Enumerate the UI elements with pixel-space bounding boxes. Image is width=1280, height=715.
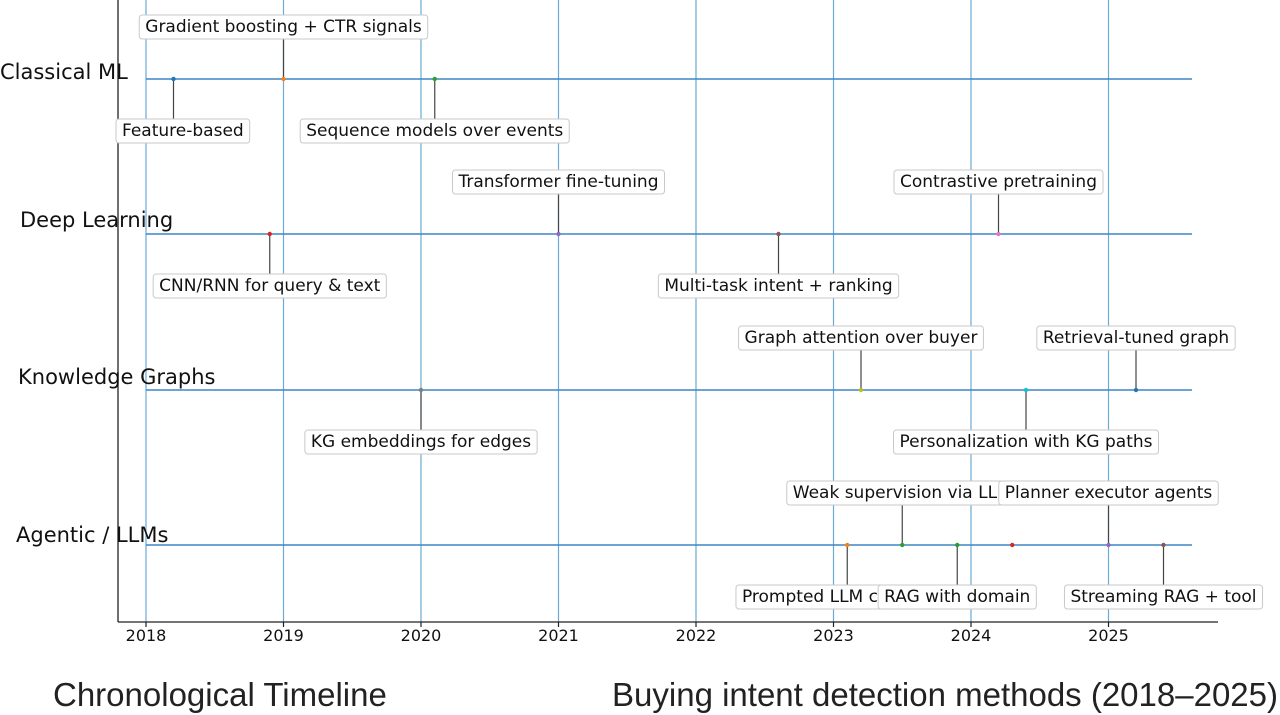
event-12: Weak supervision via LLM (786, 480, 1019, 548)
event-label-box-10 (1036, 325, 1236, 351)
event-1: Gradient boosting + CTR signals (138, 14, 429, 82)
event-marker-12 (900, 542, 905, 548)
event-marker-0 (171, 76, 176, 82)
event-3: CNN/RNN for query & text (152, 231, 387, 299)
event-label-8: Graph attention over buyer (745, 328, 978, 348)
event-8: Graph attention over buyer (738, 325, 984, 393)
event-marker-10 (1133, 387, 1139, 393)
event-label-box-1 (138, 14, 429, 40)
lane-lines (146, 78, 1192, 546)
event-label-box-3 (152, 273, 387, 299)
event-label-4: Transformer fine-tuning (458, 172, 659, 192)
x-tick-label-2022: 2022 (676, 626, 717, 645)
event-label-box-5 (657, 273, 900, 299)
event-marker-9 (1023, 387, 1029, 393)
lane-label-1: Deep Learning (20, 208, 173, 232)
event-13: RAG with domain (877, 542, 1037, 610)
event-label-16: Streaming RAG + tool (1070, 587, 1256, 607)
event-label-13: RAG with domain (884, 587, 1030, 607)
event-label-box-0 (115, 118, 251, 144)
event-14 (1010, 542, 1015, 548)
event-marker-5 (776, 231, 781, 237)
event-marker-11 (845, 542, 850, 548)
event-label-0: Feature-based (122, 121, 244, 141)
event-label-12: Weak supervision via LLM (793, 483, 1012, 503)
events: Feature-based Gradient boosting + CTR sig… (115, 14, 1264, 610)
event-label-1: Gradient boosting + CTR signals (145, 17, 422, 37)
grid-lines (145, 0, 1110, 622)
event-marker-4 (556, 231, 561, 237)
lane-label-3: Agentic / LLMs (16, 523, 168, 547)
x-tick-label-2025: 2025 (1088, 626, 1129, 645)
caption-left: Chronological Timeline (53, 676, 387, 713)
event-2: Sequence models over events (299, 76, 570, 144)
event-marker-7 (418, 387, 424, 393)
event-label-3: CNN/RNN for query & text (159, 276, 380, 296)
event-label-6: Contrastive pretraining (900, 172, 1097, 192)
event-label-box-9 (893, 429, 1159, 455)
event-label-9: Personalization with KG paths (900, 432, 1153, 452)
event-label-box-15 (998, 480, 1219, 506)
x-tick-label-2021: 2021 (538, 626, 579, 645)
event-marker-16 (1161, 542, 1166, 548)
event-label-box-16 (1063, 584, 1264, 610)
event-marker-3 (267, 231, 272, 237)
event-10: Retrieval-tuned graph (1036, 325, 1236, 393)
caption-right: Buying intent detection methods (2018–20… (612, 676, 1278, 713)
event-label-15: Planner executor agents (1005, 483, 1213, 503)
lane-labels: Classical ML Deep Learning Knowledge Graph… (0, 60, 215, 547)
event-9: Personalization with KG paths (893, 387, 1159, 455)
event-label-box-13 (877, 584, 1037, 610)
event-marker-15 (1106, 542, 1111, 548)
event-5: Multi-task intent + ranking (657, 231, 900, 299)
event-7: KG embeddings for edges (304, 387, 538, 455)
x-tick-labels: 2018 2019 2020 2021 2022 2023 2024 2025 (126, 626, 1129, 645)
event-label-box-7 (304, 429, 538, 455)
event-marker-13 (955, 542, 960, 548)
event-label-box-8 (738, 325, 984, 351)
event-label-10: Retrieval-tuned graph (1043, 328, 1229, 348)
event-marker-1 (281, 76, 286, 82)
event-15: Planner executor agents (998, 480, 1219, 548)
x-tick-label-2019: 2019 (263, 626, 304, 645)
event-label-box-6 (893, 169, 1104, 195)
lane-label-0: Classical ML (0, 60, 128, 84)
event-4: Transformer fine-tuning (452, 169, 665, 237)
x-tick-label-2018: 2018 (126, 626, 167, 645)
event-label-2: Sequence models over events (306, 121, 563, 141)
event-marker-2 (432, 76, 437, 82)
x-tick-label-2024: 2024 (951, 626, 992, 645)
x-tick-label-2020: 2020 (401, 626, 442, 645)
event-0: Feature-based (115, 76, 251, 144)
event-16: Streaming RAG + tool (1063, 542, 1264, 610)
event-marker-6 (996, 231, 1001, 237)
x-tick-label-2023: 2023 (813, 626, 854, 645)
event-marker-8 (858, 387, 864, 393)
event-label-box-2 (299, 118, 570, 144)
event-label-5: Multi-task intent + ranking (664, 276, 892, 296)
event-marker-14 (1010, 542, 1015, 548)
event-label-box-4 (452, 169, 665, 195)
event-6: Contrastive pretraining (893, 169, 1104, 237)
event-label-7: KG embeddings for edges (311, 432, 531, 452)
lane-label-2: Knowledge Graphs (18, 365, 215, 389)
axes (117, 0, 1218, 627)
